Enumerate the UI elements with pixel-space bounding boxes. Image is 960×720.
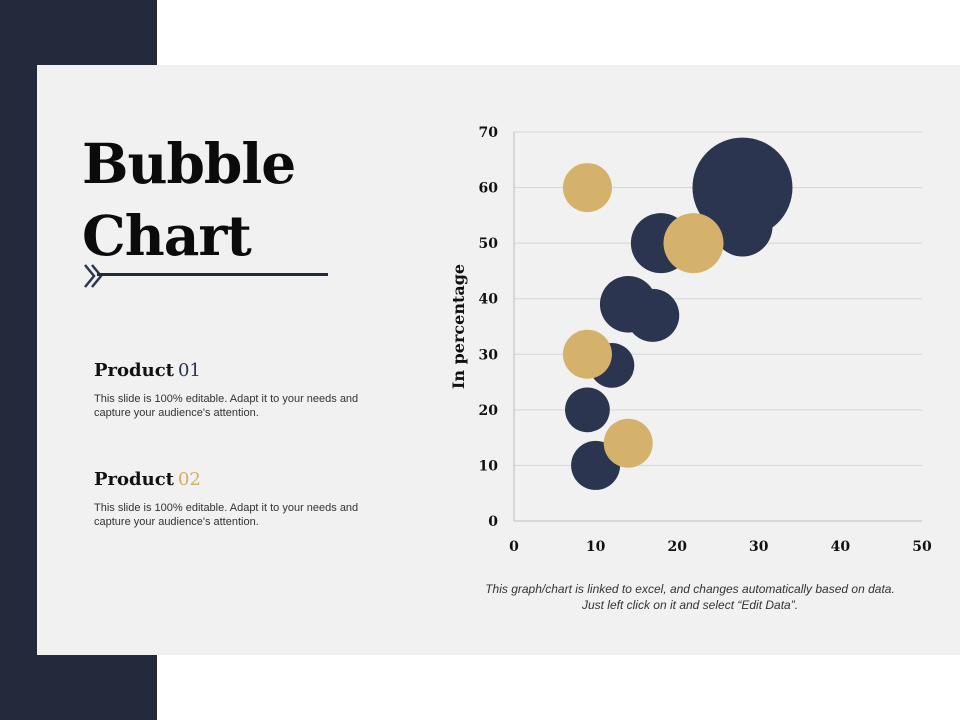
bubble-s1-8[interactable] [692,137,793,238]
bubble-s2-1[interactable] [562,163,612,213]
content-panel [37,65,960,655]
y-tick-label: 70 [479,125,499,141]
y-tick-label: 40 [479,292,499,308]
product-01-label: Product [94,360,174,381]
product-02-title: Product 02 [94,469,201,490]
y-tick-label: 30 [479,347,499,363]
x-tick-label: 30 [749,539,769,555]
slide-title-line-2: Chart [82,203,252,268]
bubbles [562,137,793,490]
slide-title: Bubble Chart [82,128,296,272]
tick-labels: 0 10 20 30 40 50 60 70 0 10 20 30 40 50 [479,125,932,555]
slide-title-line-1: Bubble [82,131,296,196]
y-axis-label: In percentage [449,264,468,389]
chart-footnote: This graph/chart is linked to excel, and… [485,582,895,612]
y-tick-label: 20 [479,403,499,419]
double-chevron-icon [84,264,103,288]
bubble-s1-5[interactable] [626,288,680,342]
product-01-description: This slide is 100% editable. Adapt it to… [94,393,359,419]
x-tick-label: 50 [912,539,932,555]
bubble-s2-2[interactable] [562,329,612,379]
bubble-chart[interactable]: 0 10 20 30 40 50 60 70 0 10 20 30 40 50 In percentage [440,120,940,560]
x-tick-label: 10 [586,539,606,555]
x-tick-label: 0 [509,539,519,555]
y-tick-label: 60 [479,181,499,197]
y-tick-label: 50 [479,236,499,252]
product-01-number: 01 [177,360,201,381]
product-02-label: Product [94,469,174,490]
x-tick-label: 40 [831,539,851,555]
product-02-description: This slide is 100% editable. Adapt it to… [94,502,359,528]
product-01-title: Product 01 [94,360,201,381]
y-tick-label: 0 [488,514,498,530]
y-tick-label: 10 [479,458,499,474]
x-tick-label: 20 [667,539,687,555]
title-divider [97,273,328,276]
bubble-s1-2[interactable] [565,387,610,433]
bubble-s2-4[interactable] [663,213,724,274]
product-02-number: 02 [177,469,201,490]
bubble-s2-3[interactable] [603,418,653,468]
